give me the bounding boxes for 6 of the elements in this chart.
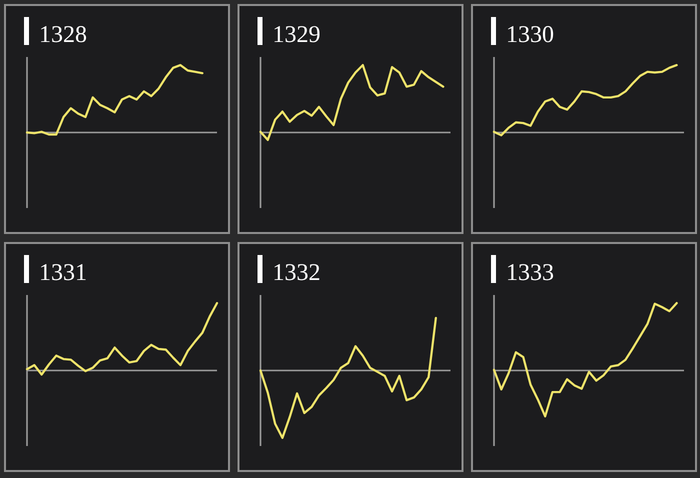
chart-title: 1330 [506, 22, 554, 48]
chart-title: 1331 [39, 260, 87, 286]
chart-title: 1333 [506, 260, 554, 286]
chart-title: 1328 [39, 22, 87, 48]
chart-title: 1332 [272, 260, 320, 286]
chart-title: 1329 [272, 22, 320, 48]
